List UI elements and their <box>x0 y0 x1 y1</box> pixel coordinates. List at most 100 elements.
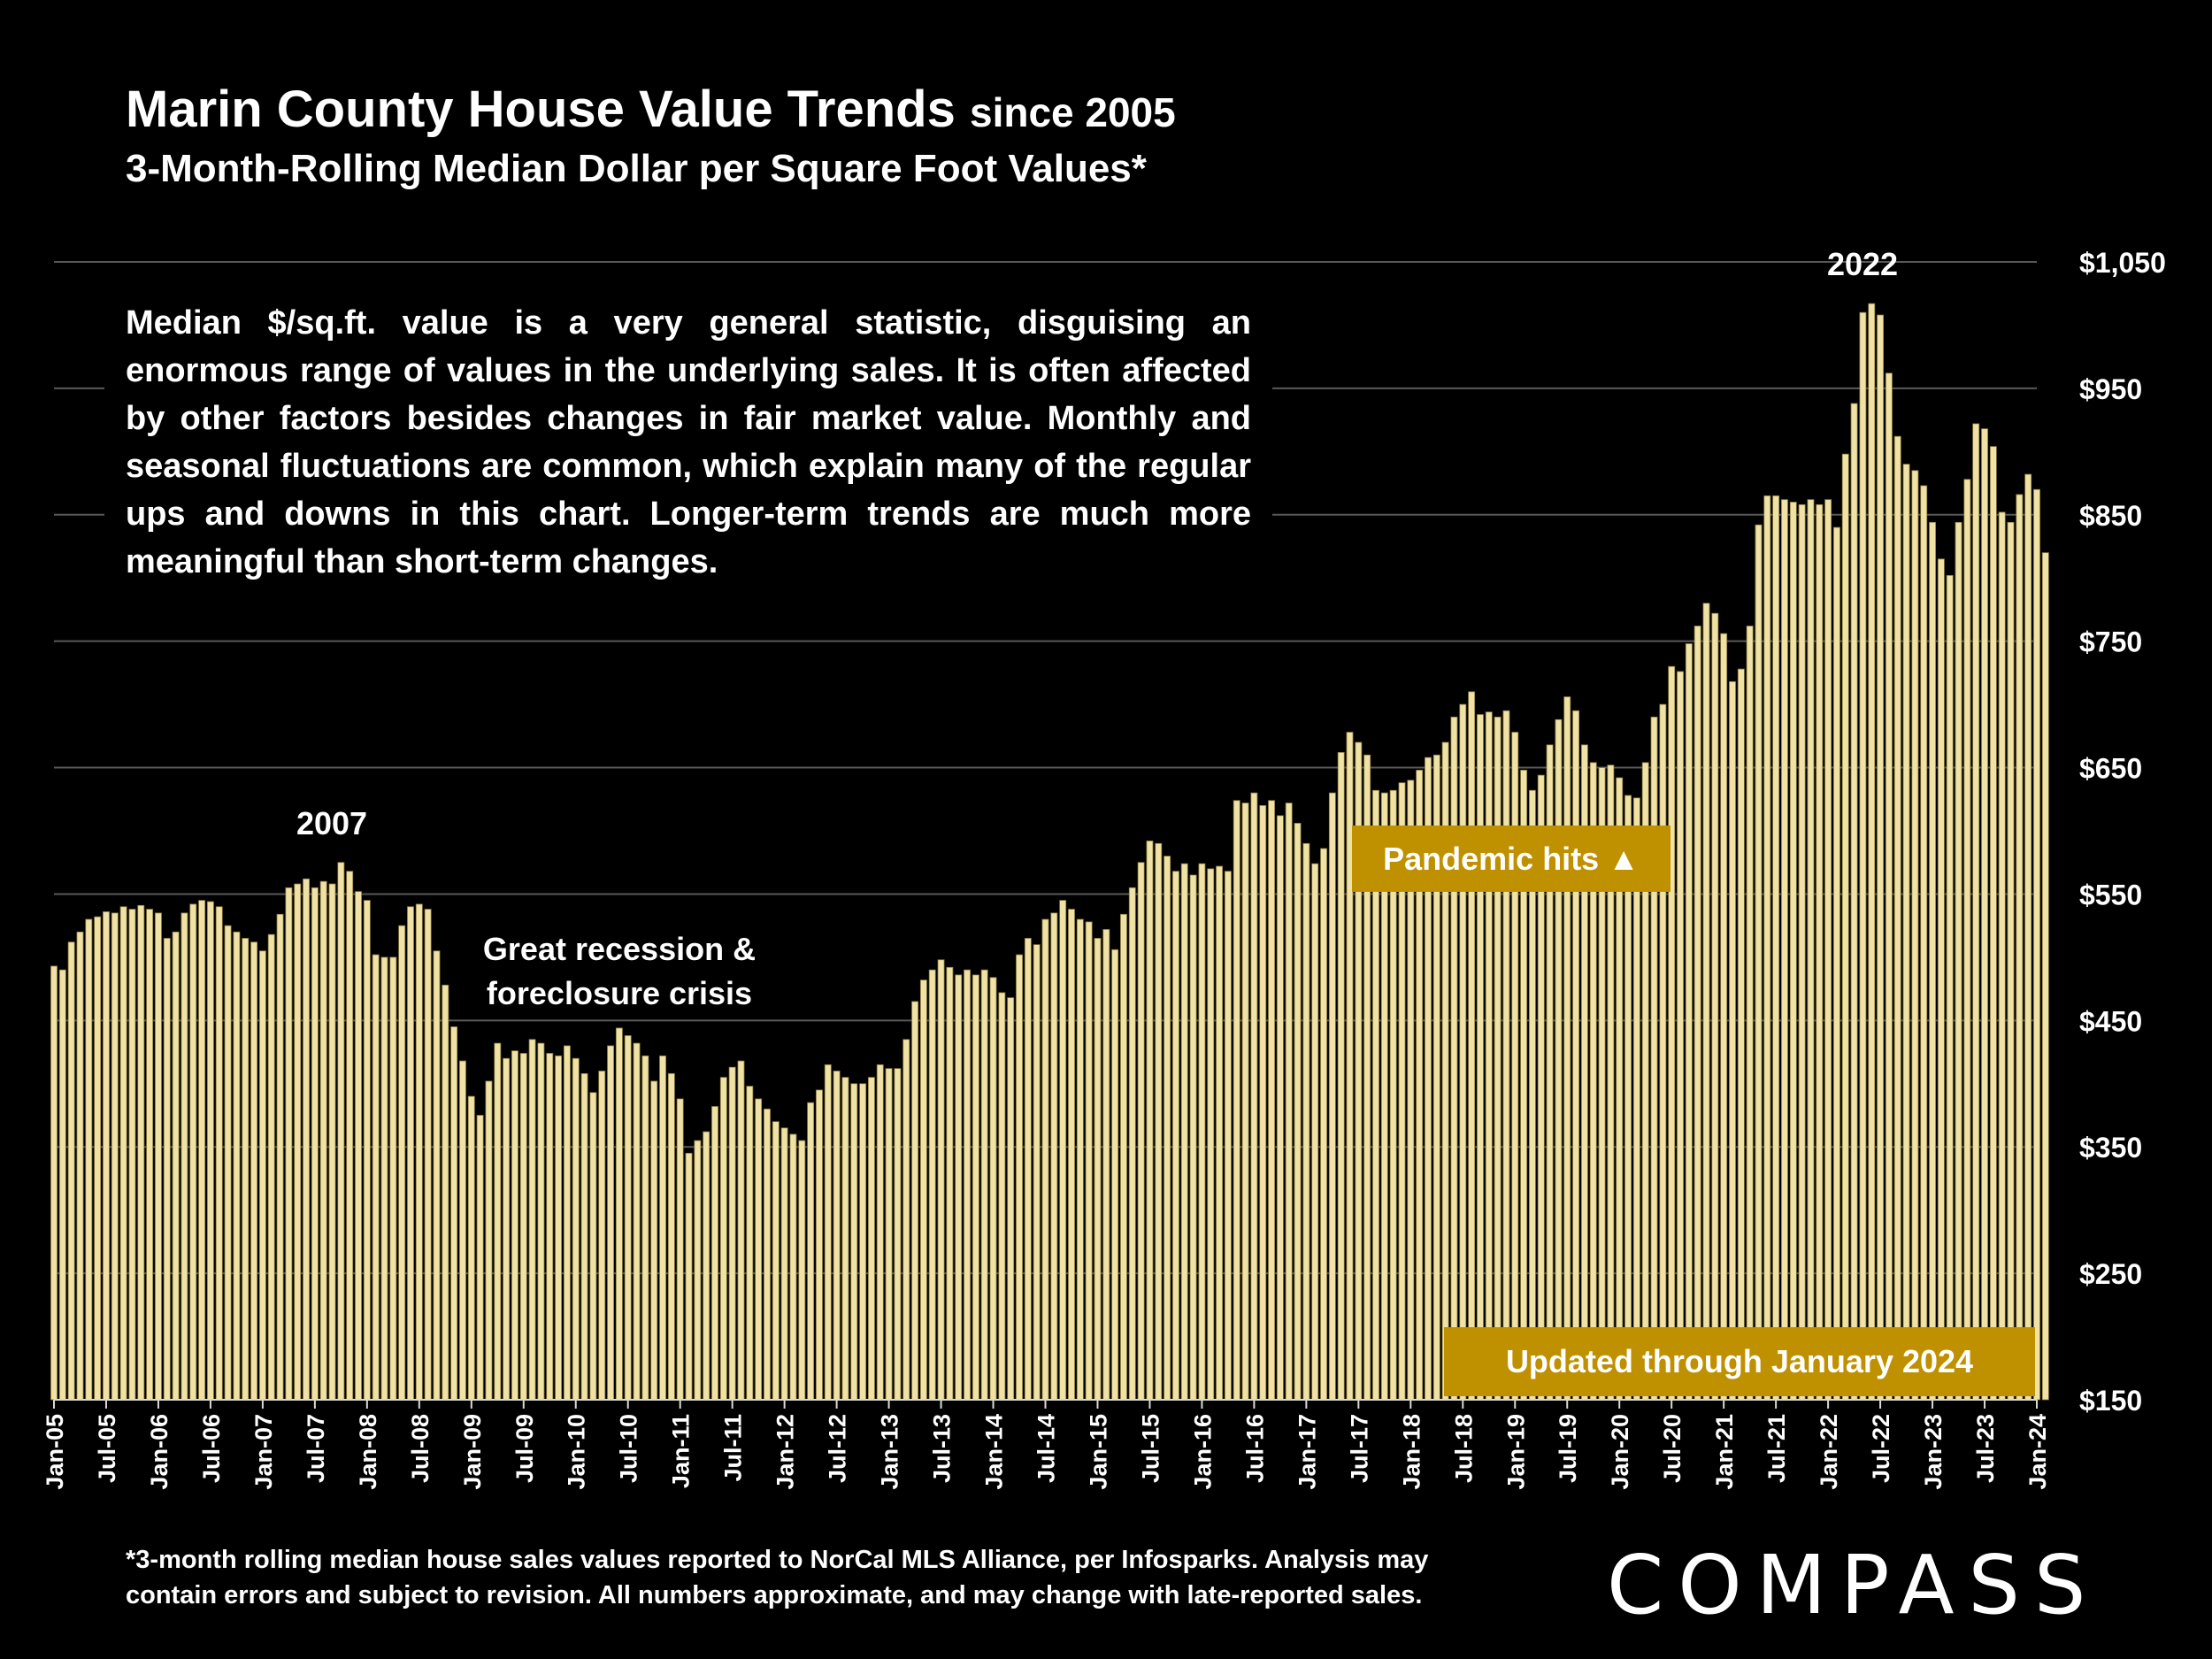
x-tick-label: Jan-09 <box>459 1414 486 1490</box>
bar <box>772 1121 780 1401</box>
bar <box>450 1026 458 1401</box>
x-tick-label: Jan-21 <box>1711 1414 1738 1490</box>
bar <box>1963 479 1971 1401</box>
bar <box>476 1115 484 1401</box>
bar <box>764 1108 771 1401</box>
bar <box>807 1102 815 1401</box>
bar <box>1902 464 1910 1401</box>
bar <box>1798 503 1806 1401</box>
bar <box>537 1042 545 1401</box>
bar <box>1041 918 1049 1401</box>
bar <box>1224 871 1232 1401</box>
footnote-line2: contain errors and subject to revision. … <box>126 1581 1423 1609</box>
bar <box>1711 612 1719 1401</box>
x-tick-label: Jul-08 <box>407 1414 434 1483</box>
y-tick-label: $950 <box>2079 373 2142 405</box>
y-tick-label: $150 <box>2079 1385 2142 1417</box>
x-axis <box>53 1399 2038 1409</box>
y-tick-label: $250 <box>2079 1258 2142 1290</box>
bar <box>650 1080 658 1401</box>
title-text: Marin County House Value Trends <box>126 81 956 138</box>
bar <box>955 974 963 1401</box>
bar <box>1076 918 1084 1401</box>
pandemic-label: Pandemic hits <box>1383 840 1600 877</box>
bar <box>433 950 441 1401</box>
bar <box>1164 856 1171 1401</box>
note-text: Median $/sq.ft. value is a very general … <box>126 304 1251 580</box>
y-tick-label: $450 <box>2079 1005 2142 1037</box>
bar <box>850 1083 858 1401</box>
bar <box>919 979 927 1401</box>
bar <box>1468 691 1476 1401</box>
pandemic-callout: Pandemic hits ▲ <box>1352 826 1671 892</box>
bar <box>1198 863 1206 1401</box>
y-tick-label: $750 <box>2079 626 2142 658</box>
y-tick-label: $1,050 <box>2079 247 2166 279</box>
y-tick-label: $850 <box>2079 500 2142 532</box>
bar <box>519 1053 527 1401</box>
bar <box>267 933 275 1401</box>
bar <box>1024 938 1032 1401</box>
title-suffix: since 2005 <box>969 89 1176 135</box>
x-tick-label: Jan-07 <box>250 1414 277 1490</box>
bar <box>1772 495 1780 1401</box>
bar <box>755 1098 763 1401</box>
x-tick-label: Jan-10 <box>564 1414 590 1490</box>
bar <box>485 1080 493 1401</box>
bar <box>894 1068 902 1401</box>
bar <box>1137 862 1145 1401</box>
bar <box>972 974 979 1401</box>
bar <box>1885 373 1893 1401</box>
x-tick-label: Jul-20 <box>1659 1414 1686 1483</box>
bar <box>328 883 336 1401</box>
bar <box>615 1027 623 1401</box>
bar <box>233 931 241 1401</box>
bar <box>311 887 319 1401</box>
bar <box>1007 997 1015 1401</box>
x-tick-label: Jul-21 <box>1763 1414 1790 1483</box>
bar <box>67 941 75 1401</box>
bar <box>1450 717 1458 1401</box>
bar <box>1893 435 1901 1401</box>
note-box: Median $/sq.ft. value is a very general … <box>104 292 1272 593</box>
bar <box>1276 815 1284 1401</box>
bar <box>1850 403 1858 1401</box>
bar <box>711 1106 718 1401</box>
bar <box>459 1060 466 1401</box>
bar <box>667 1072 675 1401</box>
bar <box>363 900 371 1401</box>
bar <box>1259 805 1267 1401</box>
bar <box>303 878 310 1401</box>
bar <box>859 1083 867 1401</box>
bar <box>172 931 180 1401</box>
bar <box>1911 470 1919 1401</box>
footnote: *3-month rolling median house sales valu… <box>126 1542 1559 1613</box>
bar <box>319 880 327 1401</box>
bar <box>1694 626 1701 1401</box>
x-tick-label: Jan-08 <box>355 1414 381 1490</box>
bar <box>337 862 345 1401</box>
bar <box>119 906 127 1401</box>
bar <box>511 1050 518 1401</box>
y-tick-label: $550 <box>2079 879 2142 910</box>
bar <box>1946 574 1954 1401</box>
bar <box>76 931 84 1401</box>
bar <box>598 1071 606 1401</box>
bar <box>1650 717 1658 1401</box>
bar <box>841 1077 849 1401</box>
bar <box>380 956 388 1401</box>
x-tick-label: Jul-05 <box>94 1414 120 1483</box>
bar <box>1555 718 1563 1401</box>
up-arrow-icon: ▲ <box>1608 840 1640 877</box>
bar <box>355 891 362 1401</box>
bar <box>867 1077 875 1401</box>
footnote-line1: *3-month rolling median house sales valu… <box>126 1546 1429 1574</box>
bar <box>798 1140 806 1401</box>
bar <box>424 909 432 1401</box>
bar <box>111 912 119 1401</box>
bar <box>641 1055 649 1401</box>
bar <box>285 887 293 1401</box>
annotation-recession-line1: Great recession & <box>482 931 757 967</box>
bar <box>58 969 66 1401</box>
x-tick-labels: Jan-05 Jul-05 Jan-06 Jul-06 Jan-07 Jul-07 Jan-… <box>42 1414 2051 1490</box>
